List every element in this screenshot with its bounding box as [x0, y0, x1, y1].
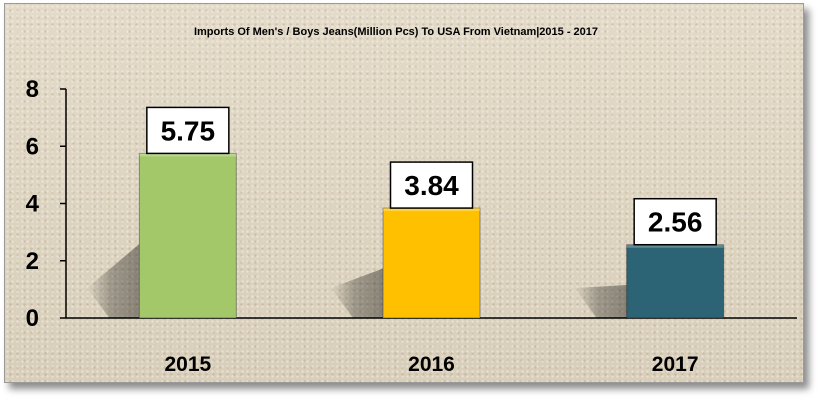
data-label: 3.84 — [404, 170, 459, 201]
y-tick-label: 0 — [26, 305, 39, 332]
chart-title: Imports Of Men's / Boys Jeans(Million Pc… — [194, 26, 598, 38]
data-label: 5.75 — [161, 115, 216, 146]
x-tick-label: 2015 — [164, 353, 211, 376]
plot-area: 0 2 4 6 8 5.75 2015 3.84 2016 2.56 2017 — [26, 76, 797, 376]
y-tick-label: 2 — [26, 248, 39, 275]
bar-highlight — [626, 244, 724, 248]
chart: Imports Of Men's / Boys Jeans(Million Pc… — [26, 26, 797, 376]
data-label-box — [633, 197, 717, 246]
data-label: 2.56 — [648, 207, 703, 238]
y-tick-label: 4 — [26, 191, 40, 218]
x-tick-label: 2016 — [408, 353, 455, 376]
y-tick-label: 6 — [26, 133, 39, 160]
y-tick-label: 8 — [26, 76, 39, 103]
bar-2015 — [138, 152, 237, 319]
chart-frame: Imports Of Men's / Boys Jeans(Million Pc… — [4, 3, 804, 383]
bar-shadow — [87, 243, 140, 318]
bar-2016 — [382, 207, 481, 319]
x-tick-label: 2017 — [652, 353, 699, 376]
bar-shadow — [331, 268, 383, 318]
data-label-box — [389, 161, 474, 209]
bar-2017 — [626, 244, 725, 319]
bar-shadow — [574, 285, 627, 318]
bar-highlight — [139, 153, 237, 157]
bar-highlight — [383, 208, 480, 212]
data-label-box — [146, 106, 230, 155]
